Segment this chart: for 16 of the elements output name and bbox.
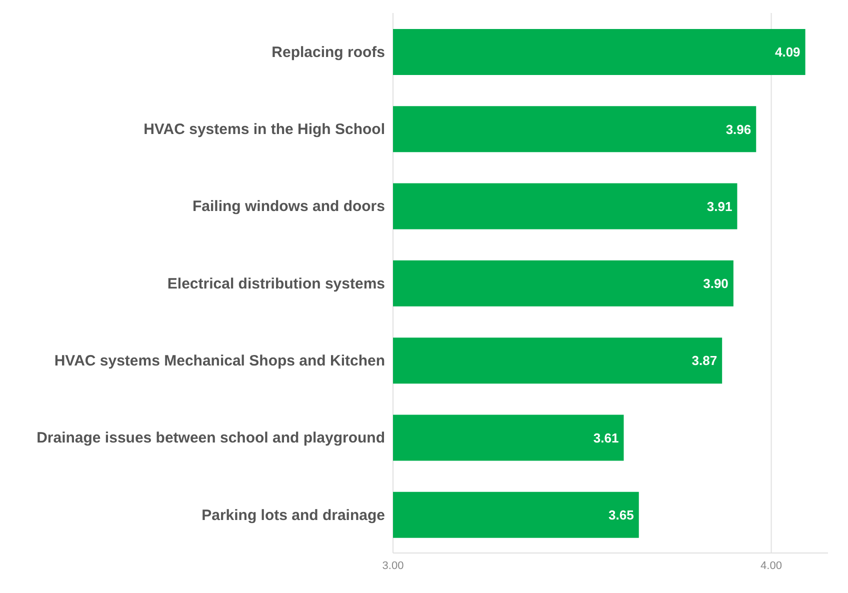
- y-tick-label: Drainage issues between school and playground: [36, 430, 385, 447]
- data-label: 3.87: [692, 353, 718, 368]
- data-label: 3.91: [706, 198, 732, 214]
- data-label: 3.65: [608, 507, 634, 522]
- y-tick-label: Failing windows and doors: [192, 198, 385, 216]
- y-tick-label: Electrical distribution systems: [167, 275, 385, 292]
- data-label: 4.09: [774, 44, 800, 60]
- data-label: 3.61: [593, 430, 619, 446]
- y-tick-label: HVAC systems in the High School: [144, 121, 385, 138]
- y-tick-label: Parking lots and drainage: [202, 506, 385, 524]
- y-tick-label: HVAC systems Mechanical Shops and Kitchen: [54, 352, 385, 370]
- data-label: 3.90: [703, 276, 728, 292]
- x-tick-label: 3.00: [382, 560, 404, 572]
- y-tick-label: Replacing roofs: [272, 44, 385, 61]
- x-tick-label: 4.00: [760, 560, 782, 572]
- data-label: 3.96: [726, 122, 752, 137]
